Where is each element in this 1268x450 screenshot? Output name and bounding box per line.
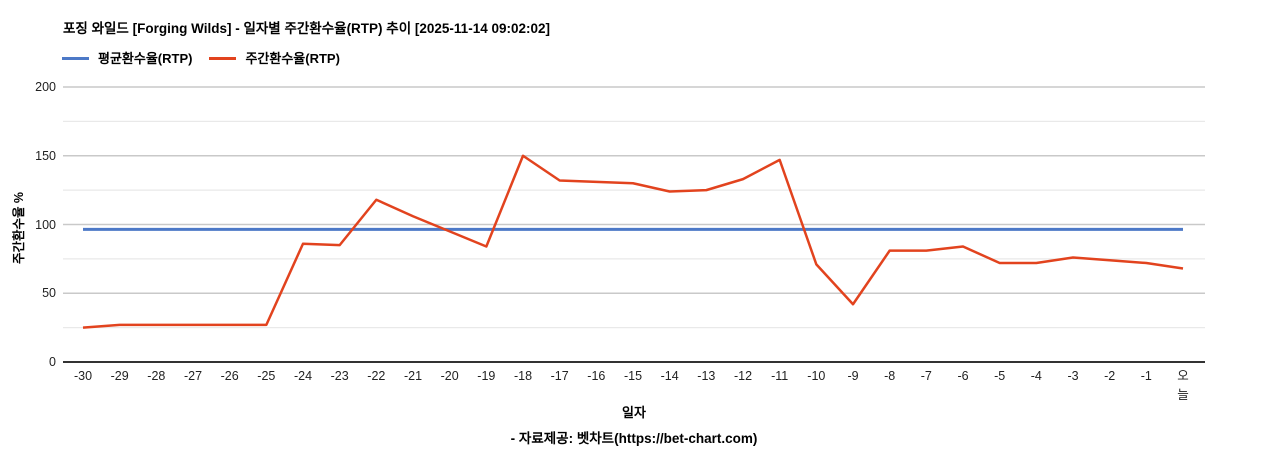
x-tick-label: -22 [367, 369, 386, 383]
x-tick-label: -12 [733, 369, 753, 383]
x-tick-label: -6 [957, 369, 969, 383]
x-tick-label: -3 [1067, 369, 1079, 383]
legend-label-average-rtp: 평균환수율(RTP) [98, 50, 193, 66]
x-axis-title: 일자 [622, 405, 646, 420]
y-tick-label: 150 [35, 148, 56, 163]
x-tick-label: -13 [697, 369, 716, 383]
legend: 평균환수율(RTP) 주간환수율(RTP) [62, 50, 340, 66]
average-line-swatch-icon [62, 56, 89, 60]
x-tick-label: -23 [330, 369, 349, 383]
x-tick-label: -26 [220, 369, 239, 383]
weekly-rtp-line[interactable] [82, 154, 1184, 329]
x-tick-label: -1 [1140, 369, 1152, 383]
legend-item-average-rtp: 평균환수율(RTP) [62, 51, 192, 66]
x-tick-label: -9 [847, 369, 859, 383]
legend-label-weekly-rtp: 주간환수율(RTP) [245, 50, 340, 66]
y-tick-label: 100 [35, 217, 56, 232]
x-tick-label: -24 [293, 369, 313, 383]
x-tick-label: -15 [623, 369, 643, 383]
y-tick-label: 200 [35, 80, 56, 94]
x-tick-label: -29 [110, 369, 129, 383]
x-tick-label: -20 [440, 369, 459, 383]
x-tick-label: -8 [884, 369, 896, 383]
x-tick-label: -7 [920, 369, 932, 383]
y-tick-label: 0 [49, 355, 56, 369]
weekly-line-swatch-icon [209, 56, 237, 60]
x-tick-label: -19 [477, 369, 496, 383]
x-tick-label: -5 [994, 369, 1006, 383]
x-tick-label: -2 [1104, 369, 1116, 383]
x-tick-label: -30 [73, 369, 93, 383]
x-tick-label: -16 [587, 369, 606, 383]
x-tick-label: -17 [550, 369, 569, 383]
data-source-footer: - 자료제공: 벳차트(https://bet-chart.com) [510, 431, 758, 446]
x-tick-label: -25 [257, 369, 276, 383]
x-tick-label: -18 [513, 369, 533, 383]
x-tick-label: -28 [147, 369, 166, 383]
x-tick-label: -21 [403, 369, 423, 383]
x-tick-label: -14 [660, 369, 679, 383]
chart-title: 포징 와일드 [Forging Wilds] - 일자별 주간환수율(RTP) … [63, 21, 550, 36]
y-tick-label: 50 [42, 286, 56, 301]
x-tick-label-line: 오 [1177, 369, 1189, 383]
x-tick-label: -27 [183, 369, 203, 383]
x-tick-label: -11 [771, 369, 789, 383]
x-tick-label: -10 [807, 369, 826, 383]
legend-item-weekly-rtp: 주간환수율(RTP) [209, 50, 340, 66]
x-tick-label: -4 [1030, 369, 1042, 383]
x-tick-label-line: 늘 [1177, 388, 1189, 402]
